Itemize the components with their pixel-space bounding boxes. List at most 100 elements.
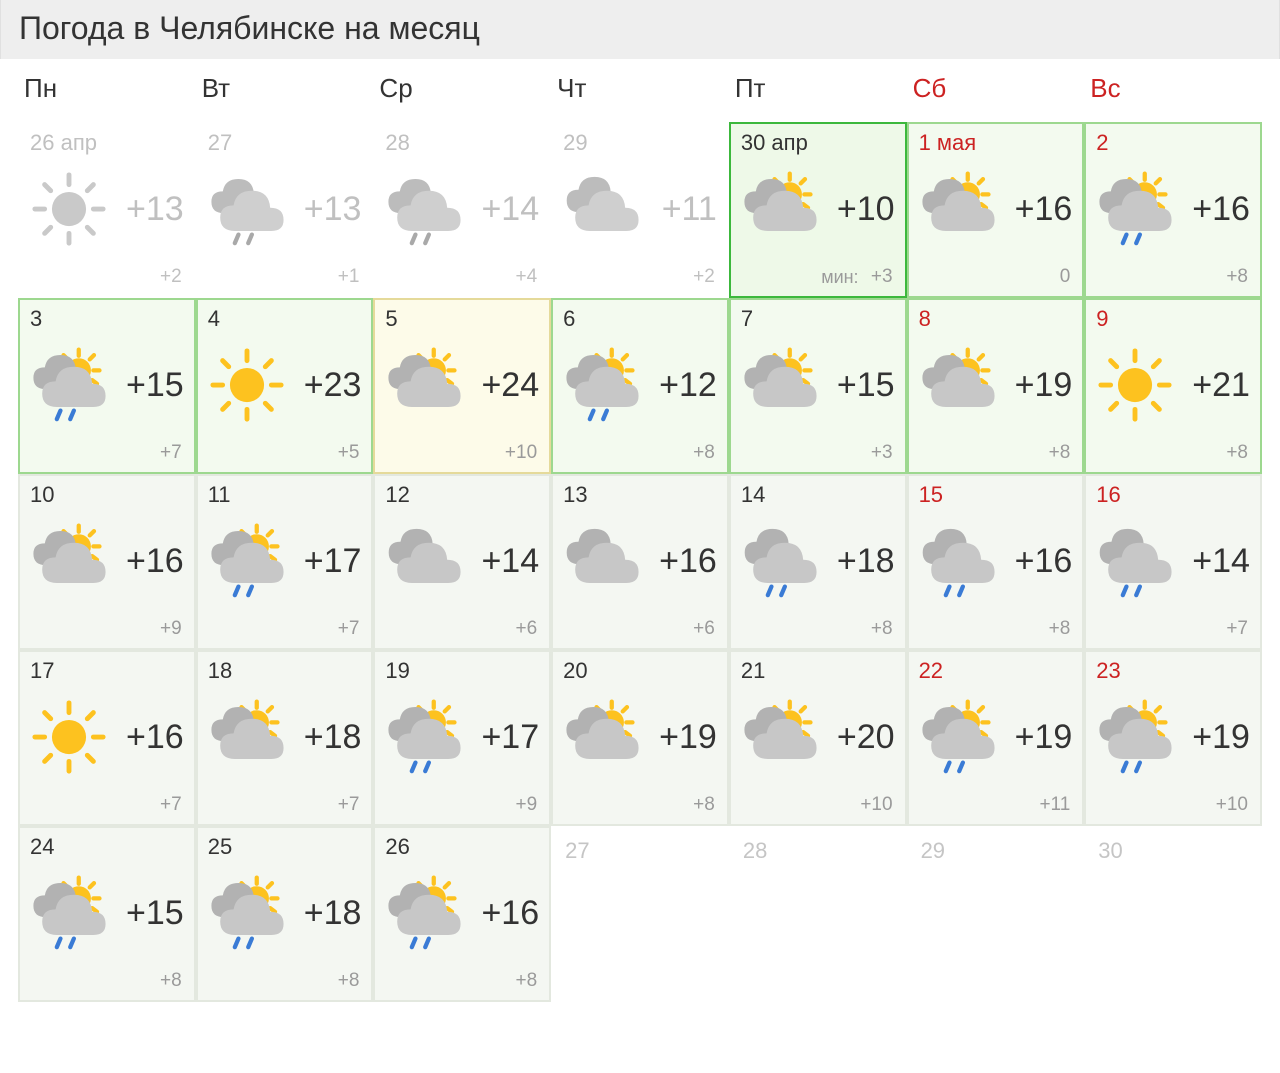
rain-cloud-icon [919,522,997,600]
overcast-icon [385,522,463,600]
date-label: 10 [30,484,184,506]
calendar-day[interactable]: 1 мая+160 [907,122,1085,298]
date-label: 4 [208,308,362,330]
calendar-day[interactable]: 17+16+7 [18,650,196,826]
calendar-day[interactable]: 10+16+9 [18,474,196,650]
temp-low: +11 [1039,794,1070,816]
calendar-day: 29+11+2 [551,122,729,298]
partly-cloudy-icon [385,346,463,424]
calendar-day[interactable]: 19+17+9 [373,650,551,826]
overcast-icon [563,170,641,248]
temp-low: +10 [505,442,537,464]
temp-low: +3 [871,266,893,288]
calendar-day[interactable]: 25 +18 +8 [196,826,374,1002]
sunny-icon [208,346,286,424]
temp-high: +23 [290,366,362,405]
calendar-day[interactable]: 6+12+8 [551,298,729,474]
date-label: 27 [563,836,717,864]
partly-cloudy-icon [563,698,641,776]
overcast-icon [563,522,641,600]
calendar-day[interactable]: 4 +23 +5 [196,298,374,474]
date-label: 14 [741,484,895,506]
calendar-day[interactable]: 9+21+8 [1084,298,1262,474]
calendar-day: 27+13+1 [196,122,374,298]
temp-low: +8 [515,970,537,992]
temp-low: +8 [1049,442,1071,464]
dow-header-row: ПнВтСрЧтПтСбВс [18,73,1262,104]
temp-low: +10 [860,794,892,816]
calendar-day[interactable]: 12+14+6 [373,474,551,650]
rain-partly-icon [30,346,108,424]
date-label: 29 [563,132,717,154]
date-label: 5 [385,308,539,330]
temp-high: +17 [467,718,539,757]
calendar-day[interactable]: 5+24+10 [373,298,551,474]
calendar-day[interactable]: 26+16+8 [373,826,551,1002]
calendar-day[interactable]: 21+20+10 [729,650,907,826]
min-label: мин: [821,267,858,288]
temp-low: +8 [1226,266,1248,288]
temp-low: +10 [1216,794,1248,816]
temp-low: +7 [338,618,360,640]
date-label: 25 [208,836,362,858]
date-label: 18 [208,660,362,682]
temp-low: +8 [693,794,715,816]
calendar-day[interactable]: 23+19+10 [1084,650,1262,826]
rain-partly-icon [385,874,463,952]
temp-low: 0 [1060,266,1071,288]
weather-calendar: ПнВтСрЧтПтСбВс 26 апр+13+227+13+128+14+4… [0,59,1280,1020]
calendar-day[interactable]: 20 +19 +8 [551,650,729,826]
rain-partly-icon [1096,170,1174,248]
date-label: 24 [30,836,184,858]
temp-high: +19 [645,718,717,757]
temp-low: +2 [693,266,715,288]
temp-low: +8 [338,970,360,992]
calendar-day[interactable]: 8+19+8 [907,298,1085,474]
date-label: 16 [1096,484,1250,506]
calendar-day[interactable]: 16+14+7 [1084,474,1262,650]
calendar-day[interactable]: 11+17+7 [196,474,374,650]
calendar-day[interactable]: 15+16+8 [907,474,1085,650]
temp-high: +14 [1178,542,1250,581]
calendar-day: 26 апр+13+2 [18,122,196,298]
dow-header: Вт [196,73,374,104]
temp-high: +16 [112,542,184,581]
date-label: 7 [741,308,895,330]
date-label: 12 [385,484,539,506]
rain-partly-icon [208,170,286,248]
temp-low: +5 [338,442,360,464]
temp-high: +18 [290,718,362,757]
temp-high: +15 [112,366,184,405]
calendar-day[interactable]: 22+19+11 [907,650,1085,826]
date-label: 26 апр [30,132,184,154]
calendar-day[interactable]: 18 +18 +7 [196,650,374,826]
temp-low: +3 [871,442,893,464]
temp-low: +4 [515,266,537,288]
calendar-day[interactable]: 13+16+6 [551,474,729,650]
dow-header: Пн [18,73,196,104]
calendar-day[interactable]: 2+16+8 [1084,122,1262,298]
temp-low: +7 [338,794,360,816]
temp-low: +8 [160,970,182,992]
calendar-day[interactable]: 14+18+8 [729,474,907,650]
date-label: 17 [30,660,184,682]
rain-cloud-icon [1096,522,1174,600]
date-label: 2 [1096,132,1250,154]
temp-high: +18 [290,894,362,933]
date-label: 3 [30,308,184,330]
dow-header: Вс [1084,73,1262,104]
date-label: 30 апр [741,132,895,154]
date-label: 20 [563,660,717,682]
calendar-day[interactable]: 3+15+7 [18,298,196,474]
calendar-day[interactable]: 24+15+8 [18,826,196,1002]
calendar-day[interactable]: 7+15+3 [729,298,907,474]
calendar-day[interactable]: 30 апр+10мин:+3 [729,122,907,298]
calendar-day-placeholder: 29 [907,826,1085,1002]
dow-header: Сб [907,73,1085,104]
temp-high: +16 [645,542,717,581]
temp-low: +6 [515,618,537,640]
temp-low: +8 [693,442,715,464]
calendar-grid: 26 апр+13+227+13+128+14+429+11+230 апр+1… [18,122,1262,1002]
temp-low: +9 [515,794,537,816]
rain-partly-icon [385,170,463,248]
